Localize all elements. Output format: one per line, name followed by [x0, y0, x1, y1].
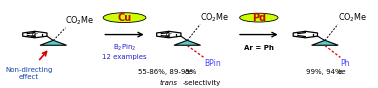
Text: Cu: Cu [118, 13, 132, 23]
Text: Ar = Ph: Ar = Ph [244, 45, 274, 51]
Text: BPin: BPin [204, 59, 221, 68]
Text: Pd: Pd [252, 13, 266, 23]
Text: CO$_2$Me: CO$_2$Me [338, 11, 367, 24]
Text: Ar: Ar [31, 32, 39, 38]
Text: 99%, 94%: 99%, 94% [306, 69, 344, 75]
Circle shape [103, 13, 146, 23]
Circle shape [240, 13, 278, 22]
Text: CO$_2$Me: CO$_2$Me [65, 14, 95, 27]
Text: Ar: Ar [165, 32, 173, 38]
Text: 55-86%, 89-95%: 55-86%, 89-95% [138, 69, 199, 75]
Text: Non-directing
effect: Non-directing effect [5, 67, 52, 80]
Text: ee: ee [185, 69, 194, 75]
Polygon shape [40, 40, 67, 45]
Polygon shape [311, 40, 338, 45]
Text: Ph: Ph [341, 59, 350, 68]
Text: B$_2$Pin$_2$
12 examples: B$_2$Pin$_2$ 12 examples [102, 43, 147, 60]
Text: -selectivity: -selectivity [183, 80, 221, 86]
Text: CO$_2$Me: CO$_2$Me [200, 11, 229, 24]
Text: ee: ee [338, 69, 346, 75]
Text: trans: trans [160, 80, 178, 86]
Polygon shape [174, 40, 201, 45]
